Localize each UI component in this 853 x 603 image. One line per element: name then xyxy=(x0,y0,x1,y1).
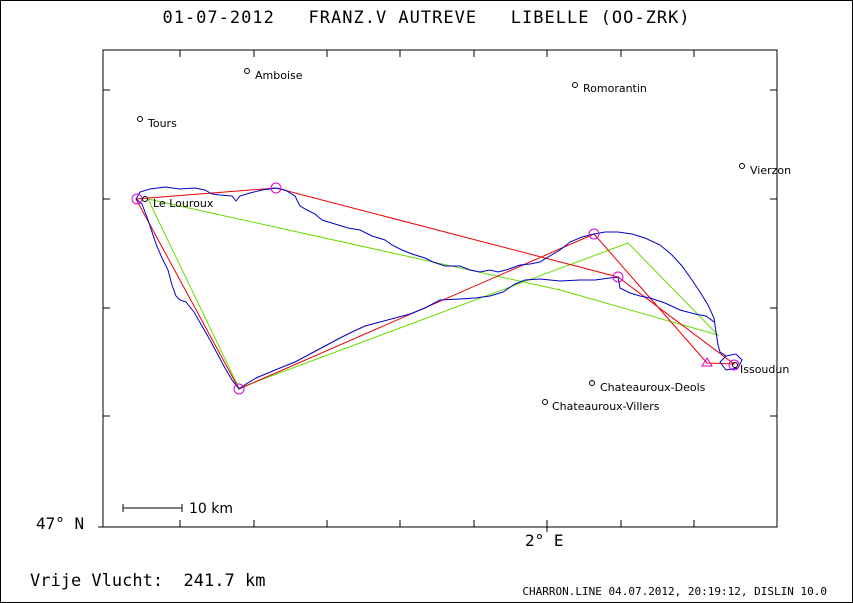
amboise-marker xyxy=(244,68,250,74)
scale-bar xyxy=(122,504,183,512)
turnpoints xyxy=(131,182,740,395)
place-romorantin: Romorantin xyxy=(583,82,647,95)
issoudun-marker xyxy=(732,362,738,368)
turnpoint-2 xyxy=(588,228,600,240)
top-ticks xyxy=(179,50,695,57)
distance-value: 241.7 km xyxy=(183,571,266,591)
task-route xyxy=(135,187,736,390)
turnpoint-1 xyxy=(270,182,282,194)
flight-title: 01-07-2012 FRANZ.V AUTREVE LIBELLE (OO-Z… xyxy=(0,8,853,28)
free-flight-distance: Vrije Vlucht: 241.7 km xyxy=(30,571,265,591)
place-vierzon: Vierzon xyxy=(750,164,791,177)
place-amboise: Amboise xyxy=(255,69,303,82)
le-louroux-marker xyxy=(142,196,148,202)
flight-track-return xyxy=(135,198,715,390)
bottom-ticks xyxy=(179,520,695,532)
footer-info: CHARRON.LINE 04.07.2012, 20:19:12, DISLI… xyxy=(522,585,827,598)
vierzon-marker xyxy=(739,163,745,169)
place-chateauroux-villers: Chateauroux-Villers xyxy=(552,400,660,413)
chateauroux-deols-marker xyxy=(589,380,595,386)
place-tours: Tours xyxy=(147,117,177,130)
optimized-route xyxy=(147,198,720,389)
chateauroux-villers-marker xyxy=(542,399,548,405)
turnpoint-5 xyxy=(233,383,245,395)
distance-label: Vrije Vlucht: xyxy=(30,571,164,591)
map-border xyxy=(102,49,778,528)
turnpoint-4 xyxy=(728,359,740,371)
left-ticks xyxy=(98,89,110,528)
turnpoint-triangle xyxy=(701,357,713,367)
pilot-name: FRANZ.V AUTREVE xyxy=(308,8,478,28)
glider-name: LIBELLE (OO-ZRK) xyxy=(510,8,691,28)
place-markers xyxy=(137,68,745,405)
place-chateauroux-deols: Chateauroux-Deols xyxy=(600,381,706,394)
tours-marker xyxy=(137,116,143,122)
scale-label: 10 km xyxy=(189,501,233,517)
flight-track xyxy=(135,186,743,371)
turnpoint-3 xyxy=(612,271,624,283)
place-issoudun: Issoudun xyxy=(740,363,789,376)
place-le-louroux: Le Louroux xyxy=(153,197,214,210)
flight-date: 01-07-2012 xyxy=(162,8,275,28)
latitude-label: 47° N xyxy=(36,514,85,533)
right-ticks xyxy=(770,89,777,417)
longitude-label: 2° E xyxy=(525,531,564,550)
romorantin-marker xyxy=(572,82,578,88)
